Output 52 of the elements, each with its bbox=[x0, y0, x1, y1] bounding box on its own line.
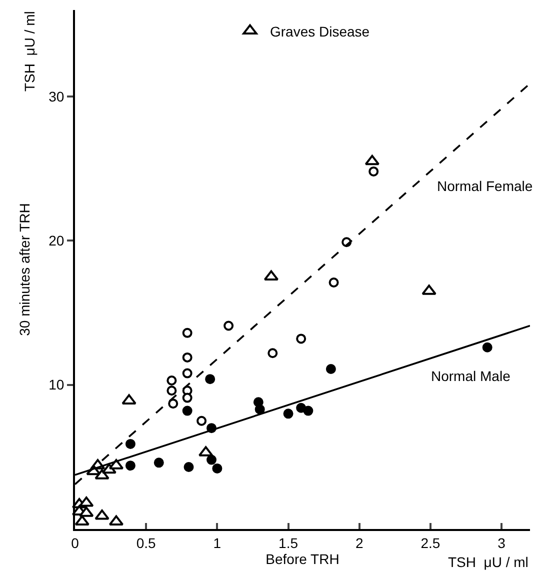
point bbox=[125, 460, 136, 471]
x-tick-label: 2 bbox=[355, 534, 364, 551]
point bbox=[182, 368, 192, 378]
point bbox=[296, 334, 306, 344]
point bbox=[182, 328, 192, 338]
point bbox=[166, 376, 177, 386]
y-axis-title: 30 minutes after TRH bbox=[16, 203, 33, 336]
point bbox=[108, 515, 124, 526]
point bbox=[283, 408, 294, 419]
x-tick-label: 1.5 bbox=[278, 534, 298, 551]
y-tick-label: 20 bbox=[48, 232, 64, 249]
point bbox=[482, 342, 492, 352]
point bbox=[74, 515, 90, 526]
annotation: Normal Male bbox=[431, 368, 511, 384]
point bbox=[328, 277, 339, 288]
point bbox=[122, 394, 136, 404]
point bbox=[79, 506, 94, 517]
point bbox=[182, 392, 192, 403]
point bbox=[154, 458, 164, 468]
x-axis-title: Before TRH bbox=[266, 550, 340, 567]
point bbox=[79, 496, 94, 507]
point bbox=[205, 374, 216, 384]
y-tick-label: 30 bbox=[48, 88, 64, 104]
point bbox=[254, 404, 265, 414]
point bbox=[196, 416, 207, 426]
x-tick-label: 0.5 bbox=[136, 534, 156, 551]
x-tick-label: 2.5 bbox=[420, 534, 440, 551]
point bbox=[268, 348, 278, 358]
point bbox=[94, 510, 110, 520]
text: TSH μU / ml bbox=[22, 11, 38, 92]
x-tick-label: 0 bbox=[71, 534, 80, 551]
point bbox=[182, 352, 192, 362]
annotation: Normal Female bbox=[437, 178, 533, 194]
point bbox=[368, 166, 379, 176]
point bbox=[326, 364, 336, 374]
point bbox=[182, 406, 192, 416]
point bbox=[125, 438, 136, 449]
text: TSH μU / ml bbox=[448, 554, 528, 570]
point bbox=[206, 454, 216, 465]
point bbox=[184, 462, 194, 472]
point bbox=[168, 398, 178, 409]
point bbox=[94, 469, 110, 480]
point bbox=[303, 406, 314, 416]
legend-label: Graves Disease bbox=[270, 23, 370, 40]
x-tick-label: 3 bbox=[498, 534, 506, 551]
point bbox=[212, 463, 222, 474]
point bbox=[166, 386, 177, 396]
point bbox=[422, 284, 436, 295]
point bbox=[296, 402, 306, 413]
y-tick-label: 10 bbox=[48, 376, 64, 393]
x-tick-label: 1 bbox=[213, 534, 222, 551]
point bbox=[224, 320, 234, 331]
